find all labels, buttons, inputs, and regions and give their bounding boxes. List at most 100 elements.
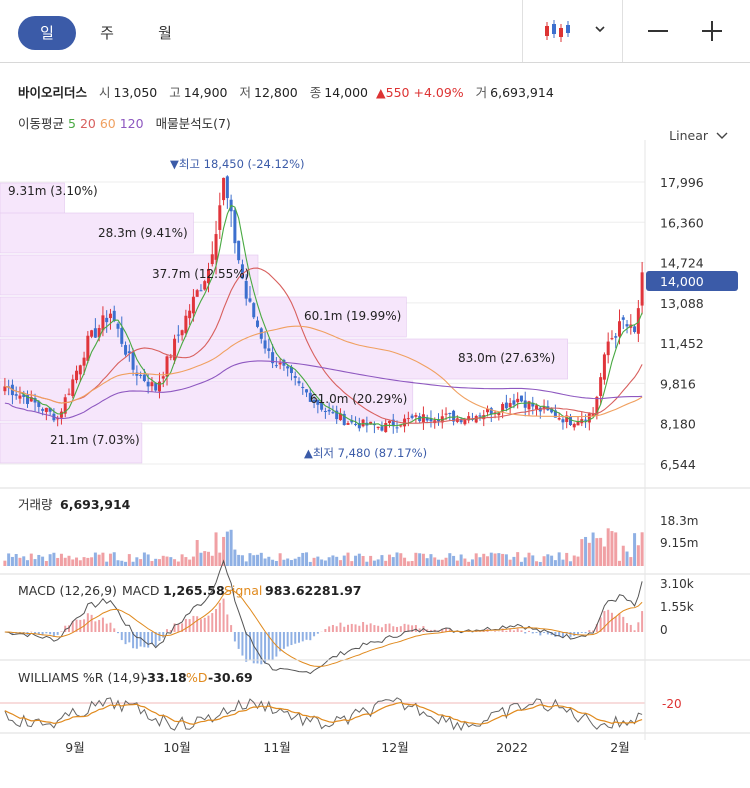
macd-tick-label: 0 (660, 623, 668, 637)
macd-histogram-bar (437, 630, 440, 632)
moving-average-legend[interactable]: 이동평균 5 20 60 120 매물분석도(7) (18, 116, 231, 131)
macd-histogram-bar (467, 630, 470, 632)
high-annotation: ▼최고 18,450 (-24.12%) (170, 157, 305, 171)
candle-body (617, 321, 621, 337)
volume-bar (252, 555, 256, 566)
volume-bar (595, 538, 599, 566)
volume-bar (150, 561, 154, 566)
candle-body (252, 303, 256, 318)
williams-d-value: -30.69 (208, 670, 253, 685)
volume-bar (240, 555, 244, 566)
volume-profile-legend: 매물분석도(7) (155, 116, 231, 131)
chart-type-button[interactable] (538, 16, 618, 46)
candle-body (78, 365, 82, 375)
volume-bar (331, 555, 335, 566)
candle-body (22, 394, 26, 397)
volume-bar (173, 559, 177, 566)
volume-bar (519, 561, 523, 566)
macd-histogram-bar (414, 625, 417, 632)
candle-body (591, 414, 595, 417)
volume-bar (384, 560, 388, 566)
price-tick-label: 9,816 (660, 376, 696, 391)
macd-histogram-bar (426, 629, 429, 632)
volume-bar (7, 553, 11, 566)
candle-body (259, 328, 263, 339)
candle-body (82, 357, 86, 366)
zoom-out-button[interactable] (648, 30, 668, 32)
candle-body (546, 406, 550, 411)
candle-body (437, 419, 441, 422)
volume-bar (493, 553, 497, 566)
candle-body (116, 323, 120, 329)
macd-histogram-bar (362, 622, 365, 632)
volume-bar (587, 542, 591, 566)
macd-histogram-bar (637, 622, 640, 632)
volume-bar (263, 558, 267, 566)
tab-weekly[interactable]: 주 (100, 24, 114, 42)
candle-body (633, 326, 637, 332)
volume-bar (93, 552, 97, 566)
candle-body (474, 415, 478, 423)
candle-body (384, 422, 388, 433)
candle-body (580, 419, 584, 424)
volume-bar (206, 551, 210, 566)
macd-histogram-bar (184, 618, 187, 632)
volume-bar (26, 560, 30, 566)
candle-body (568, 416, 572, 426)
candle-body (222, 177, 226, 201)
scale-selector[interactable]: Linear (669, 128, 728, 143)
volume-bar (248, 553, 252, 566)
candle-body (331, 412, 335, 414)
macd-label: MACD (122, 583, 159, 598)
macd-histogram-bar (633, 630, 636, 632)
candle-body (139, 374, 143, 376)
price-tick-label: 14,724 (660, 256, 704, 271)
volume-bar (421, 553, 425, 566)
candle-body (157, 381, 161, 392)
candle-body (433, 420, 437, 424)
volume-bar (497, 553, 501, 566)
macd-histogram-bar (418, 628, 421, 632)
candle-body (267, 348, 271, 351)
macd-histogram-bar (580, 632, 583, 633)
volume-bar (380, 555, 384, 566)
candle-body (244, 280, 248, 299)
macd-value: 1,265.58 (163, 583, 225, 598)
candle-body (338, 413, 342, 421)
low-annotation: ▲최저 7,480 (87.17%) (304, 446, 427, 460)
tab-monthly[interactable]: 월 (158, 24, 172, 42)
macd-histogram-bar (607, 609, 610, 632)
tab-daily[interactable]: 일 (18, 16, 76, 50)
zoom-in-button[interactable] (702, 21, 722, 41)
candle-body (154, 383, 158, 391)
volume-bar (474, 553, 478, 566)
volume-bar (10, 556, 14, 566)
macd-histogram-bar (527, 630, 530, 632)
volume-bar (376, 559, 380, 566)
volume-bar (403, 557, 407, 566)
volume-bar (86, 557, 90, 566)
x-axis-label: 10월 (163, 740, 190, 755)
candle-body (127, 351, 131, 354)
macd-histogram-bar (297, 632, 300, 643)
candle-body (312, 399, 316, 402)
chevron-down-icon (716, 132, 728, 139)
macd-histogram-bar (56, 632, 59, 635)
candle-body (10, 384, 14, 396)
candle-body (531, 402, 535, 407)
candle-body (52, 413, 56, 421)
candle-body (610, 338, 614, 340)
price-tick-label: 13,088 (660, 296, 704, 311)
volume-bar (169, 557, 173, 566)
macd-histogram-bar (358, 625, 361, 632)
macd-title: MACD (12,26,9) (18, 583, 117, 598)
macd-histogram-bar (595, 623, 598, 632)
volume-bar (22, 556, 26, 566)
macd-histogram-bar (569, 632, 572, 638)
volume-bar (437, 559, 441, 566)
volume-bar (580, 539, 584, 566)
candle-body (418, 416, 422, 422)
volume-bar (154, 558, 158, 566)
macd-histogram-bar (411, 625, 414, 632)
macd-histogram-bar (347, 624, 350, 632)
